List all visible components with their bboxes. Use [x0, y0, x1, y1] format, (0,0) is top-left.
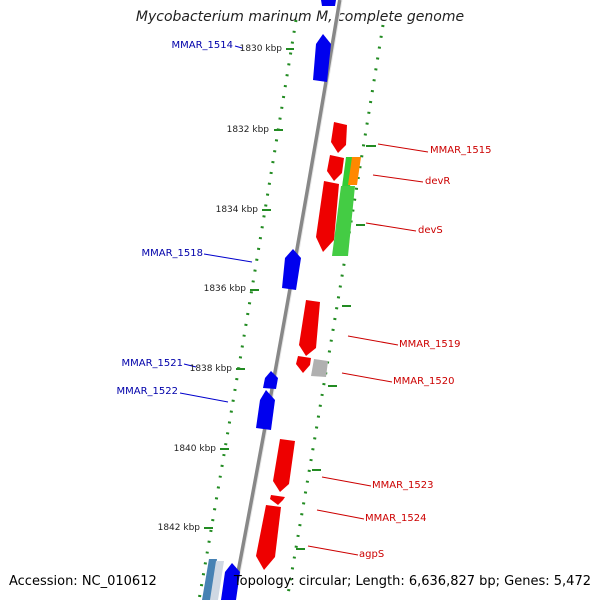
gene-arrow[interactable] — [221, 563, 240, 600]
gene-feature-gray[interactable] — [311, 359, 328, 377]
gene-feature-orange[interactable] — [348, 157, 361, 185]
gene-arrow[interactable] — [273, 439, 295, 492]
gene-arrow[interactable] — [256, 390, 275, 430]
tick-label: 1834 kbp — [216, 205, 259, 215]
tick-label: 1832 kbp — [227, 125, 270, 135]
forward-gene-labels: MMAR_1515 devR devS MMAR_1519 MMAR_1520 … — [359, 145, 492, 560]
gene-feature-steel[interactable] — [202, 559, 217, 600]
gene-feature-green[interactable] — [332, 186, 355, 256]
gene-arrow[interactable] — [316, 181, 339, 252]
tick-label: 1830 kbp — [240, 44, 283, 54]
gene-arrow[interactable] — [313, 34, 331, 82]
tick-label: 1842 kbp — [158, 523, 201, 533]
genome-backbone-highlight — [234, 0, 343, 600]
map-title: Mycobacterium marinum M, complete genome — [135, 9, 465, 25]
gene-arrow[interactable] — [256, 505, 281, 570]
accession-text: Accession: NC_010612 — [9, 574, 157, 589]
gene-arrow[interactable] — [270, 495, 285, 505]
gene-arrow[interactable] — [296, 356, 311, 373]
gene-arrow[interactable] — [282, 249, 301, 290]
gene-label[interactable]: agpS — [359, 549, 384, 560]
tick-marks — [204, 48, 376, 550]
genome-backbone — [231, 0, 342, 600]
gene-label[interactable]: MMAR_1522 — [117, 386, 179, 397]
gene-label[interactable]: MMAR_1523 — [372, 480, 434, 491]
gene-label[interactable]: MMAR_1524 — [365, 513, 427, 524]
gene-arrow[interactable] — [327, 155, 344, 181]
gene-feature-light[interactable] — [210, 561, 224, 600]
gene-arrow[interactable] — [263, 371, 278, 389]
reverse-gene-labels: MMAR_1514 MMAR_1518 MMAR_1521 MMAR_1522 — [117, 40, 234, 397]
gene-arrow[interactable] — [331, 122, 347, 153]
gene-label[interactable]: devR — [425, 176, 450, 187]
tick-label: 1838 kbp — [190, 364, 233, 374]
forward-genes — [256, 122, 347, 570]
reverse-label-lines — [179, 45, 253, 403]
tick-labels: 1830 kbp 1832 kbp 1834 kbp 1836 kbp 1838… — [158, 44, 283, 533]
outer-tick-ring — [285, 24, 385, 600]
reverse-genes — [221, 0, 336, 600]
forward-label-lines — [307, 143, 429, 556]
gene-arrow[interactable] — [299, 300, 320, 356]
gene-arrow[interactable] — [321, 0, 336, 6]
gene-label[interactable]: MMAR_1520 — [393, 376, 455, 387]
gene-label[interactable]: MMAR_1515 — [430, 145, 492, 156]
tick-label: 1836 kbp — [204, 284, 247, 294]
gene-label[interactable]: MMAR_1521 — [122, 358, 184, 369]
gene-label[interactable]: MMAR_1518 — [142, 248, 204, 259]
gene-label[interactable]: MMAR_1519 — [399, 339, 461, 350]
gene-label[interactable]: devS — [418, 225, 443, 236]
gene-label[interactable]: MMAR_1514 — [172, 40, 234, 51]
genome-summary-text: Topology: circular; Length: 6,636,827 bp… — [233, 574, 591, 589]
tick-label: 1840 kbp — [174, 444, 217, 454]
